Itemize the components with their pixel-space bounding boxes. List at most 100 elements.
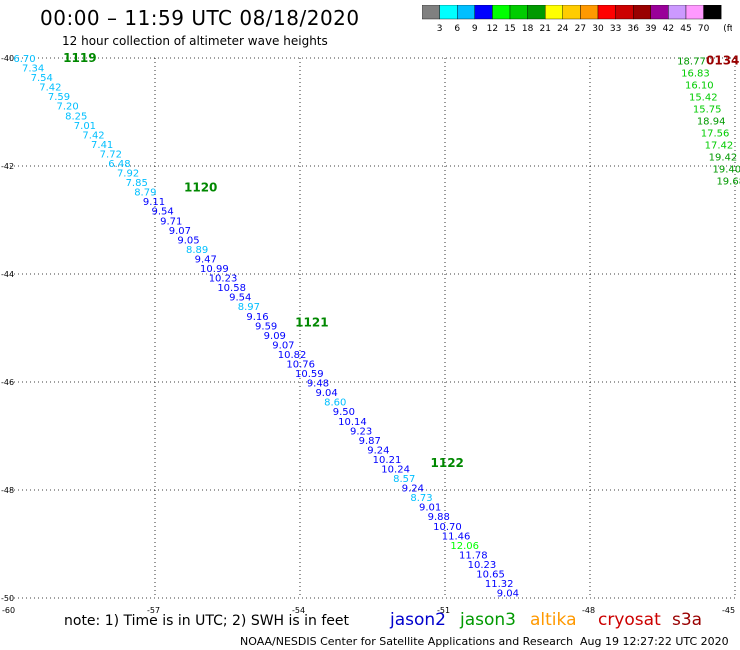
wave-height-label: 9.71 bbox=[160, 216, 182, 227]
wave-height-label: 7.42 bbox=[82, 130, 104, 141]
wave-height-label: 7.85 bbox=[126, 178, 148, 189]
colorbar-label: 21 bbox=[539, 24, 550, 34]
wave-height-label: 10.65 bbox=[476, 570, 505, 581]
wave-height-label: 9.16 bbox=[246, 312, 268, 323]
wave-height-label: 18.77 bbox=[677, 57, 706, 68]
colorbar-label: 9 bbox=[472, 24, 478, 34]
wave-height-label: 15.42 bbox=[689, 93, 718, 104]
colorbar-label: 3 bbox=[437, 24, 443, 34]
generation-timestamp: Aug 19 12:27:22 UTC 2020 bbox=[580, 635, 729, 648]
wave-height-label: 19.68 bbox=[716, 177, 740, 188]
wave-height-label: 10.23 bbox=[468, 560, 497, 571]
colorbar-label: 15 bbox=[504, 24, 515, 34]
wave-height-label: 11.78 bbox=[459, 550, 488, 561]
wave-height-label: 10.59 bbox=[295, 369, 324, 380]
wave-height-label: 17.56 bbox=[701, 129, 730, 140]
pass-time-label: 1121 bbox=[295, 316, 328, 330]
lon-label: -45 bbox=[722, 606, 735, 615]
wave-height-label: 16.83 bbox=[681, 69, 710, 80]
wave-height-label: 11.32 bbox=[485, 579, 514, 590]
wave-height-label: 9.01 bbox=[419, 503, 441, 514]
legend-jason3: jason3 bbox=[460, 610, 516, 630]
wave-height-label: 11.46 bbox=[442, 531, 471, 542]
wave-height-label: 8.73 bbox=[410, 493, 432, 504]
colorbar-swatch bbox=[474, 5, 493, 20]
wave-height-label: 18.94 bbox=[697, 117, 726, 128]
legend-altika: altika bbox=[530, 610, 577, 630]
wave-height-label: 8.60 bbox=[324, 398, 346, 409]
wave-height-label: 19.40 bbox=[713, 165, 740, 176]
lat-label: -48 bbox=[1, 486, 14, 495]
colorbar-swatch bbox=[509, 5, 528, 20]
wave-height-label: 9.07 bbox=[272, 340, 294, 351]
wave-height-label: 7.72 bbox=[100, 149, 122, 160]
units-note: note: 1) Time is in UTC; 2) SWH is in fe… bbox=[64, 613, 350, 629]
wave-height-label: 15.75 bbox=[693, 105, 722, 116]
colorbar-swatch bbox=[597, 5, 616, 20]
colorbar-label: 18 bbox=[522, 24, 534, 34]
wave-height-label: 9.87 bbox=[359, 436, 381, 447]
wave-height-label: 9.23 bbox=[350, 426, 372, 437]
wave-height-label: 8.25 bbox=[65, 111, 87, 122]
colorbar-swatch bbox=[703, 5, 722, 20]
colorbar-label: 27 bbox=[575, 24, 586, 34]
colorbar-label: 12 bbox=[487, 24, 498, 34]
wave-height-label: 7.01 bbox=[74, 121, 96, 132]
wave-height-label: 9.24 bbox=[367, 445, 389, 456]
colorbar-swatch bbox=[544, 5, 563, 20]
colorbar-swatch bbox=[615, 5, 634, 20]
wave-height-label: 7.54 bbox=[31, 73, 53, 84]
page-subtitle: 12 hour collection of altimeter wave hei… bbox=[62, 34, 328, 48]
colorbar-swatch bbox=[650, 5, 669, 20]
wave-height-label: 7.92 bbox=[117, 169, 139, 180]
wave-height-label: 9.48 bbox=[307, 379, 329, 390]
lon-label: -60 bbox=[2, 606, 15, 615]
pass-time-label: 1120 bbox=[184, 181, 217, 195]
colorbar-swatch bbox=[457, 5, 476, 20]
wave-height-label: 10.70 bbox=[433, 522, 462, 533]
colorbar-swatch bbox=[422, 5, 440, 20]
wave-height-label: 8.89 bbox=[186, 245, 208, 256]
pass-time-label: 1119 bbox=[63, 51, 96, 65]
wave-height-label: 9.04 bbox=[497, 589, 519, 600]
colorbar-label: 30 bbox=[592, 24, 604, 34]
colorbar-unit: (ft) bbox=[723, 24, 732, 34]
colorbar-label: 24 bbox=[557, 24, 569, 34]
colorbar-swatch bbox=[527, 5, 546, 20]
wave-height-label: 9.07 bbox=[169, 226, 191, 237]
colorbar-label: 39 bbox=[645, 24, 657, 34]
wave-height-label: 9.09 bbox=[264, 331, 286, 342]
wave-height-label: 7.41 bbox=[91, 140, 113, 151]
colorbar-swatch bbox=[562, 5, 581, 20]
credit-line: NOAA/NESDIS Center for Satellite Applica… bbox=[240, 635, 574, 648]
lon-label: -48 bbox=[582, 606, 595, 615]
legend-jason2: jason2 bbox=[390, 610, 446, 630]
wave-height-label: 12.06 bbox=[450, 541, 479, 552]
pass-time-label: 1122 bbox=[431, 456, 464, 470]
wave-height-label: 8.57 bbox=[393, 474, 415, 485]
legend-s3a: s3a bbox=[672, 610, 703, 630]
colorbar-label: 33 bbox=[610, 24, 621, 34]
colorbar-swatch bbox=[580, 5, 599, 20]
wave-height-label: 9.04 bbox=[315, 388, 337, 399]
lat-label: -50 bbox=[1, 594, 14, 603]
colorbar-swatch bbox=[439, 5, 458, 20]
wave-height-label: 10.23 bbox=[209, 274, 238, 285]
colorbar-swatch bbox=[668, 5, 687, 20]
wave-height-label: 9.24 bbox=[402, 484, 424, 495]
wave-height-label: 8.79 bbox=[134, 188, 156, 199]
wave-height-label: 10.76 bbox=[286, 359, 315, 370]
colorbar-swatch bbox=[685, 5, 704, 20]
colorbar-swatch bbox=[632, 5, 651, 20]
wave-height-label: 9.54 bbox=[229, 293, 251, 304]
legend-cryosat: cryosat bbox=[598, 610, 661, 630]
colorbar-label: 70 bbox=[698, 24, 710, 34]
wave-height-label: 9.88 bbox=[428, 512, 450, 523]
wave-height-label: 9.05 bbox=[177, 235, 199, 246]
wave-height-label: 7.59 bbox=[48, 92, 70, 103]
wave-height-label: 6.70 bbox=[13, 54, 35, 65]
lat-label: -40 bbox=[1, 54, 14, 63]
wave-height-label: 7.42 bbox=[39, 83, 61, 94]
